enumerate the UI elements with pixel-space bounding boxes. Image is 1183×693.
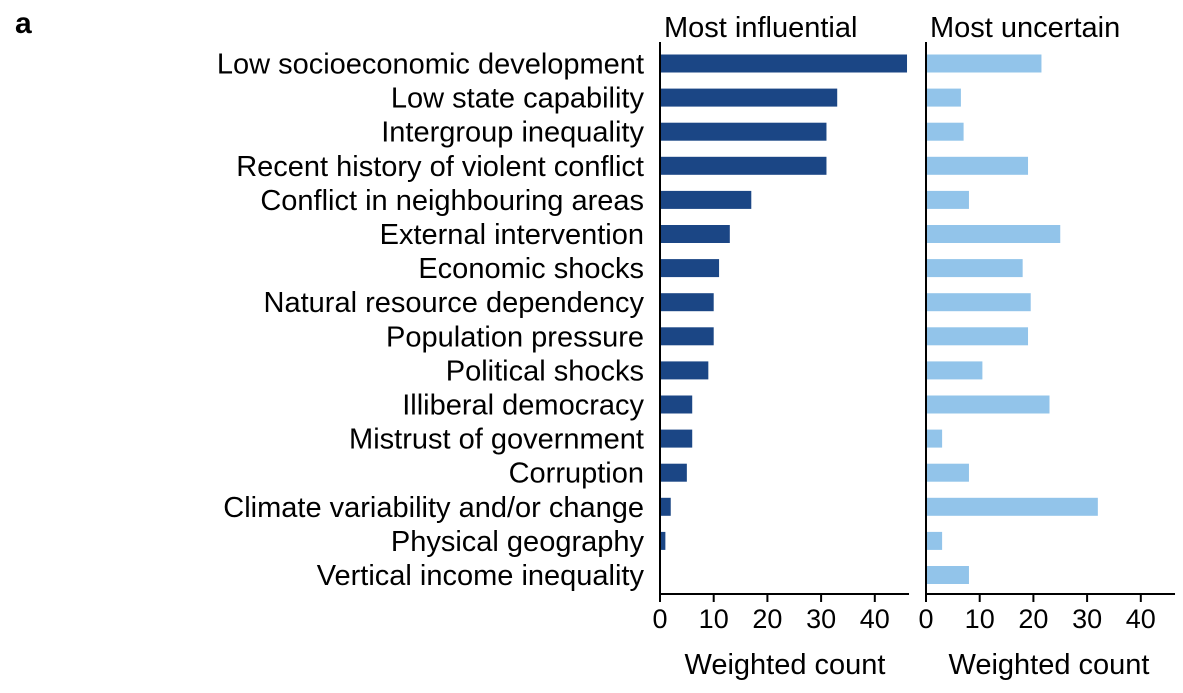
category-label: Mistrust of government <box>349 424 644 456</box>
category-label: Intergroup inequality <box>381 117 644 149</box>
bar <box>660 497 671 516</box>
x-tick-label: 30 <box>1072 604 1102 634</box>
category-label: Conflict in neighbouring areas <box>260 185 644 217</box>
bar <box>926 463 969 482</box>
panel-letter: a <box>15 7 32 40</box>
x-tick-label: 40 <box>860 604 890 634</box>
x-tick-label: 40 <box>1126 604 1156 634</box>
bar <box>660 225 730 243</box>
category-label: Political shocks <box>446 355 644 387</box>
x-axis-label: Weighted count <box>949 649 1150 681</box>
bar <box>660 190 752 209</box>
bar <box>660 429 693 448</box>
bar <box>660 463 687 482</box>
bar <box>660 156 827 175</box>
x-tick-label: 20 <box>1018 604 1048 634</box>
category-label: Corruption <box>509 458 644 490</box>
category-label: Vertical income inequality <box>317 560 645 592</box>
bar <box>660 54 908 73</box>
bar <box>926 361 983 380</box>
bar <box>660 122 827 141</box>
bar <box>926 156 1029 175</box>
category-label: Recent history of violent conflict <box>236 151 644 183</box>
x-tick-label: 0 <box>918 604 933 634</box>
bar <box>926 54 1042 73</box>
bar <box>926 88 961 107</box>
bar <box>660 88 838 107</box>
bar <box>926 429 943 448</box>
bar <box>926 497 1098 516</box>
category-label: Population pressure <box>386 321 644 353</box>
category-label: Climate variability and/or change <box>223 492 644 524</box>
x-tick-label: 10 <box>965 604 995 634</box>
category-label: Low socioeconomic development <box>217 49 644 81</box>
bar <box>926 566 969 584</box>
category-label: Economic shocks <box>418 253 644 285</box>
bar <box>926 531 943 550</box>
bar <box>660 293 714 312</box>
x-tick-label: 30 <box>806 604 836 634</box>
panel-most-uncertain: Most uncertain 0 10 20 30 40 Weighted count <box>918 12 1176 681</box>
bar <box>660 361 709 380</box>
bar <box>926 190 969 209</box>
category-label: Illiberal democracy <box>402 390 644 422</box>
bar <box>660 531 666 550</box>
category-label: Physical geography <box>391 526 645 558</box>
panel-most-influential: Most influential 0 10 20 30 40 Weighted count <box>652 12 910 681</box>
x-tick-label: 0 <box>652 604 667 634</box>
bar <box>926 293 1031 312</box>
bar <box>926 225 1061 243</box>
category-label: Low state capability <box>391 83 645 115</box>
bar <box>926 395 1050 414</box>
bar <box>660 327 714 346</box>
x-tick-label: 10 <box>699 604 729 634</box>
x-tick-label: 20 <box>752 604 782 634</box>
bar <box>926 122 964 141</box>
bar <box>926 327 1029 346</box>
bar <box>926 259 1023 278</box>
category-label: External intervention <box>380 219 644 251</box>
bar <box>660 395 693 414</box>
bar <box>660 259 720 278</box>
category-label: Natural resource dependency <box>264 287 645 319</box>
x-axis-label: Weighted count <box>685 649 886 681</box>
panel-title: Most influential <box>664 12 857 44</box>
panel-title: Most uncertain <box>930 12 1120 44</box>
